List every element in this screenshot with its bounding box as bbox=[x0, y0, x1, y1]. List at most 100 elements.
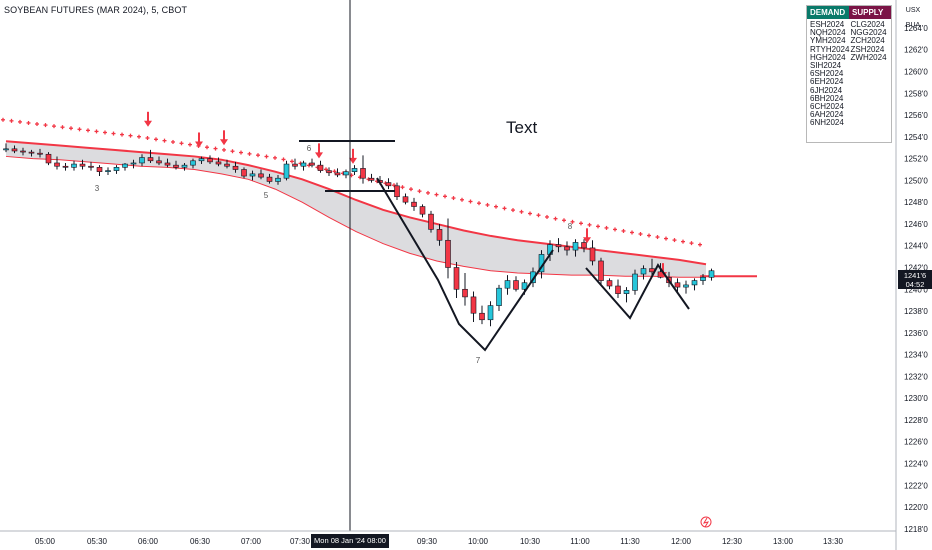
time-tick-label: 12:30 bbox=[722, 537, 743, 546]
candle-body bbox=[470, 296, 477, 314]
labels: 3 5 6 7 8 Text bbox=[95, 118, 712, 528]
candle-body bbox=[283, 163, 290, 179]
price-tick-label: 1264'0 bbox=[904, 24, 928, 33]
candle-body bbox=[581, 242, 587, 249]
legend-demand-list: ESH2024 NQH2024 YMH2024 RTYH2024 HGH2024 SIH2… bbox=[810, 20, 851, 128]
candle-body bbox=[147, 157, 154, 162]
wave-pattern-right bbox=[585, 263, 690, 320]
currency-button[interactable]: USX bbox=[905, 7, 921, 14]
candles bbox=[3, 143, 715, 327]
time-tick-label: 06:00 bbox=[138, 537, 159, 546]
time-tick-label: 05:30 bbox=[87, 537, 108, 546]
candle-body bbox=[79, 163, 86, 167]
candle-body bbox=[411, 201, 417, 207]
legend-demand-item: NQH2024 bbox=[810, 28, 846, 38]
time-tick-label: 11:00 bbox=[570, 537, 590, 546]
bar-countdown: 04:52 bbox=[905, 280, 925, 289]
unit-button[interactable]: BUA bbox=[905, 22, 921, 29]
candle-body bbox=[640, 268, 647, 275]
time-tick-label: 12:00 bbox=[671, 537, 692, 546]
price-tick-label: 1244'0 bbox=[904, 242, 928, 251]
candle-body bbox=[487, 305, 494, 321]
time-tick-label: 11:30 bbox=[620, 537, 640, 546]
candle-body bbox=[232, 165, 239, 170]
signal-arrow-head bbox=[195, 141, 203, 148]
candle-body bbox=[343, 171, 349, 176]
candle-body bbox=[300, 162, 307, 167]
candle-body bbox=[606, 280, 613, 287]
candle-body bbox=[181, 164, 188, 168]
legend-supply-item: CLG2024 bbox=[850, 20, 885, 29]
legend-demand-title: DEMAND bbox=[807, 6, 849, 19]
candle-body bbox=[428, 213, 434, 230]
legend-demand-item: 6CH2024 bbox=[810, 102, 844, 112]
wave-label: 6 bbox=[307, 144, 312, 153]
candle-body bbox=[190, 160, 196, 166]
ma-band bbox=[5, 140, 757, 278]
candle-body bbox=[496, 287, 502, 306]
candle-body bbox=[436, 229, 443, 241]
last-price-value: 1241'6 bbox=[903, 271, 927, 280]
candle-body bbox=[71, 163, 77, 168]
demand-supply-legend: DEMAND SUPPLY ESH2024 NQH2024 YMH2024 RTYH2… bbox=[806, 5, 892, 143]
legend-supply-list: CLG2024 NGG2024 ZCH2024 ZSH2024 ZWH2024 bbox=[850, 20, 892, 128]
lightning-icon-bolt bbox=[702, 517, 710, 528]
candle-body bbox=[241, 169, 247, 177]
candle-body bbox=[326, 170, 332, 174]
candle-body bbox=[164, 162, 171, 166]
candle-body bbox=[683, 284, 689, 288]
candle-body bbox=[555, 244, 562, 248]
price-tick-label: 1258'0 bbox=[904, 89, 928, 98]
legend-demand-item: 6AH2024 bbox=[810, 110, 844, 120]
candle-body bbox=[173, 164, 179, 168]
time-tick-label: 07:00 bbox=[241, 537, 262, 546]
price-tick-label: 1218'0 bbox=[904, 525, 928, 534]
price-tick-label: 1226'0 bbox=[904, 438, 928, 447]
candle-body bbox=[215, 161, 222, 165]
legend-supply-item: ZWH2024 bbox=[850, 52, 887, 62]
price-tick-label: 1252'0 bbox=[904, 155, 928, 164]
candle-body bbox=[453, 267, 460, 290]
signal-arrow-head bbox=[349, 157, 357, 164]
legend-demand-item: RTYH2024 bbox=[810, 44, 850, 54]
candle-body bbox=[3, 148, 9, 151]
candle-body bbox=[615, 285, 621, 294]
legend-demand-item: 6JH2024 bbox=[810, 85, 843, 95]
price-tick-label: 1232'0 bbox=[904, 372, 928, 381]
lightning-icon bbox=[700, 516, 712, 528]
candle-body bbox=[700, 276, 706, 281]
candle-body bbox=[445, 239, 451, 268]
candle-body bbox=[589, 247, 596, 262]
candle-body bbox=[11, 148, 18, 152]
candle-body bbox=[249, 173, 256, 177]
legend-supply-item: ZSH2024 bbox=[850, 44, 885, 54]
candle-body bbox=[28, 151, 35, 154]
candle-body bbox=[113, 167, 120, 171]
candle-body bbox=[564, 246, 570, 251]
legend-supply-title: SUPPLY bbox=[849, 6, 891, 19]
band-upper-line bbox=[5, 140, 707, 266]
candle-body bbox=[504, 280, 511, 289]
price-tick-label: 1234'0 bbox=[904, 351, 928, 360]
candle-body bbox=[139, 157, 145, 164]
candle-body bbox=[479, 312, 485, 321]
candle-body bbox=[62, 165, 69, 168]
candle-body bbox=[351, 168, 358, 172]
legend-supply-item: NGG2024 bbox=[850, 28, 887, 38]
price-tick-label: 1242'0 bbox=[904, 264, 928, 273]
legend-supply-item: ZCH2024 bbox=[850, 36, 885, 46]
signal-arrow-head bbox=[583, 237, 591, 244]
candle-body bbox=[708, 270, 715, 278]
band-fill bbox=[6, 141, 706, 278]
time-tick-label: 07:30 bbox=[290, 537, 311, 546]
candle-body bbox=[156, 160, 162, 164]
price-tick-label: 1222'0 bbox=[904, 481, 928, 490]
candle-body bbox=[632, 273, 638, 291]
price-tick-label: 1240'0 bbox=[904, 285, 928, 294]
candle-body bbox=[224, 163, 230, 167]
candle-body bbox=[317, 164, 324, 171]
signal-arrow-head bbox=[315, 152, 323, 159]
price-tick-label: 1224'0 bbox=[904, 459, 928, 468]
